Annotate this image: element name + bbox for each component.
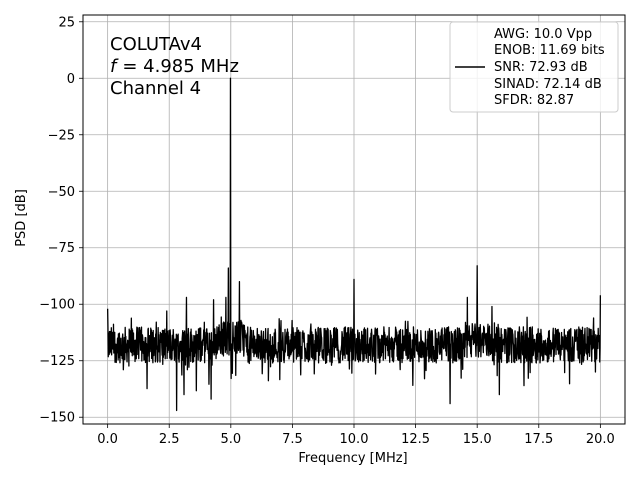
psd-trace (106, 77, 602, 412)
annotation-channel: Channel 4 (110, 78, 201, 99)
y-tick-label: 0 (67, 72, 75, 87)
x-tick-label: 7.5 (282, 432, 303, 447)
y-tick-label: −125 (39, 354, 75, 369)
legend: AWG: 10.0 Vpp ENOB: 11.69 bits SNR: 72.9… (449, 21, 619, 113)
x-tick-label: 10.0 (340, 432, 369, 447)
y-tick-label: −75 (48, 241, 75, 256)
x-tick-label: 17.5 (524, 432, 553, 447)
axis-ticks: 0.0 2.5 5.0 7.5 10.0 12.5 15.0 17.5 20.0 25 0 −25 −5… (39, 15, 615, 447)
x-tick-label: 20.0 (586, 432, 615, 447)
legend-entry-sinad: SINAD: 72.14 dB (494, 77, 602, 92)
x-tick-label: 2.5 (159, 432, 180, 447)
y-tick-label: −50 (48, 185, 75, 200)
legend-box (449, 21, 619, 113)
annotation-device: COLUTAv4 (110, 34, 202, 55)
legend-entry-snr: SNR: 72.93 dB (494, 60, 588, 75)
y-tick-label: −100 (39, 298, 75, 313)
x-tick-label: 0.0 (97, 432, 118, 447)
legend-entry-awg: AWG: 10.0 Vpp (494, 27, 592, 42)
x-axis-label: Frequency [MHz] (298, 451, 407, 466)
x-tick-label: 15.0 (463, 432, 492, 447)
annotation-frequency-symbol: f (110, 56, 119, 77)
y-axis-label: PSD [dB] (14, 189, 29, 247)
x-tick-label: 5.0 (220, 432, 241, 447)
annotation-frequency-value: = 4.985 MHz (122, 56, 239, 77)
y-tick-label: −25 (48, 128, 75, 143)
annotation-frequency: f = 4.985 MHz (110, 56, 239, 77)
y-tick-label: −150 (39, 411, 75, 426)
legend-entry-sfdr: SFDR: 82.87 (494, 93, 574, 108)
legend-entry-enob: ENOB: 11.69 bits (494, 43, 605, 58)
y-tick-label: 25 (58, 15, 75, 30)
psd-series-group (106, 77, 602, 412)
x-tick-label: 12.5 (401, 432, 430, 447)
